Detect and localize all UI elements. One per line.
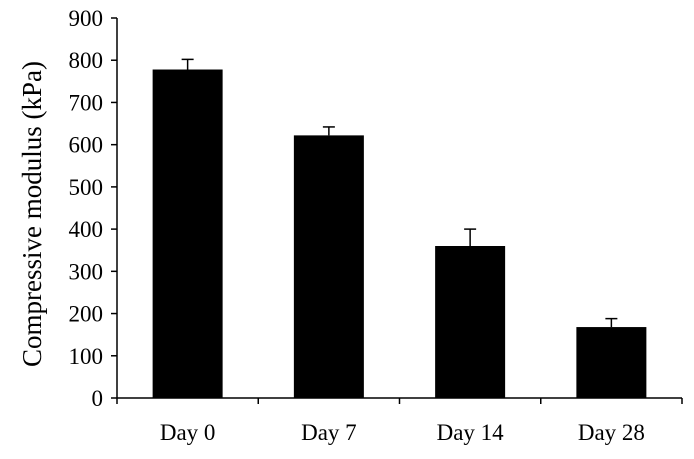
y-tick-label: 800 (69, 48, 104, 73)
x-tick-label: Day 14 (437, 420, 505, 445)
bar (576, 327, 647, 398)
bar (152, 69, 223, 398)
x-tick-label: Day 0 (160, 420, 216, 445)
y-tick-label: 400 (69, 217, 104, 242)
error-bars-group (181, 58, 618, 328)
y-tick-label: 300 (69, 259, 104, 284)
bar (435, 246, 506, 398)
y-tick-label: 500 (69, 175, 104, 200)
y-axis-title: Compressive modulus (kPa) (17, 61, 47, 367)
y-tick-label: 0 (92, 386, 104, 411)
x-axis-ticks: Day 0 Day 7 Day 14 Day 28 (116, 398, 683, 445)
y-tick-label: 900 (69, 6, 104, 31)
y-tick-label: 600 (69, 133, 104, 158)
x-tick-label: Day 28 (578, 420, 645, 445)
y-tick-label: 200 (69, 302, 104, 327)
y-axis-ticks: 0 100 200 300 400 500 600 700 800 900 (69, 6, 117, 411)
x-tick-label: Day 7 (301, 420, 357, 445)
bars-group (152, 69, 647, 398)
y-tick-label: 700 (69, 90, 104, 115)
bar (293, 135, 364, 398)
y-tick-label: 100 (69, 344, 104, 369)
